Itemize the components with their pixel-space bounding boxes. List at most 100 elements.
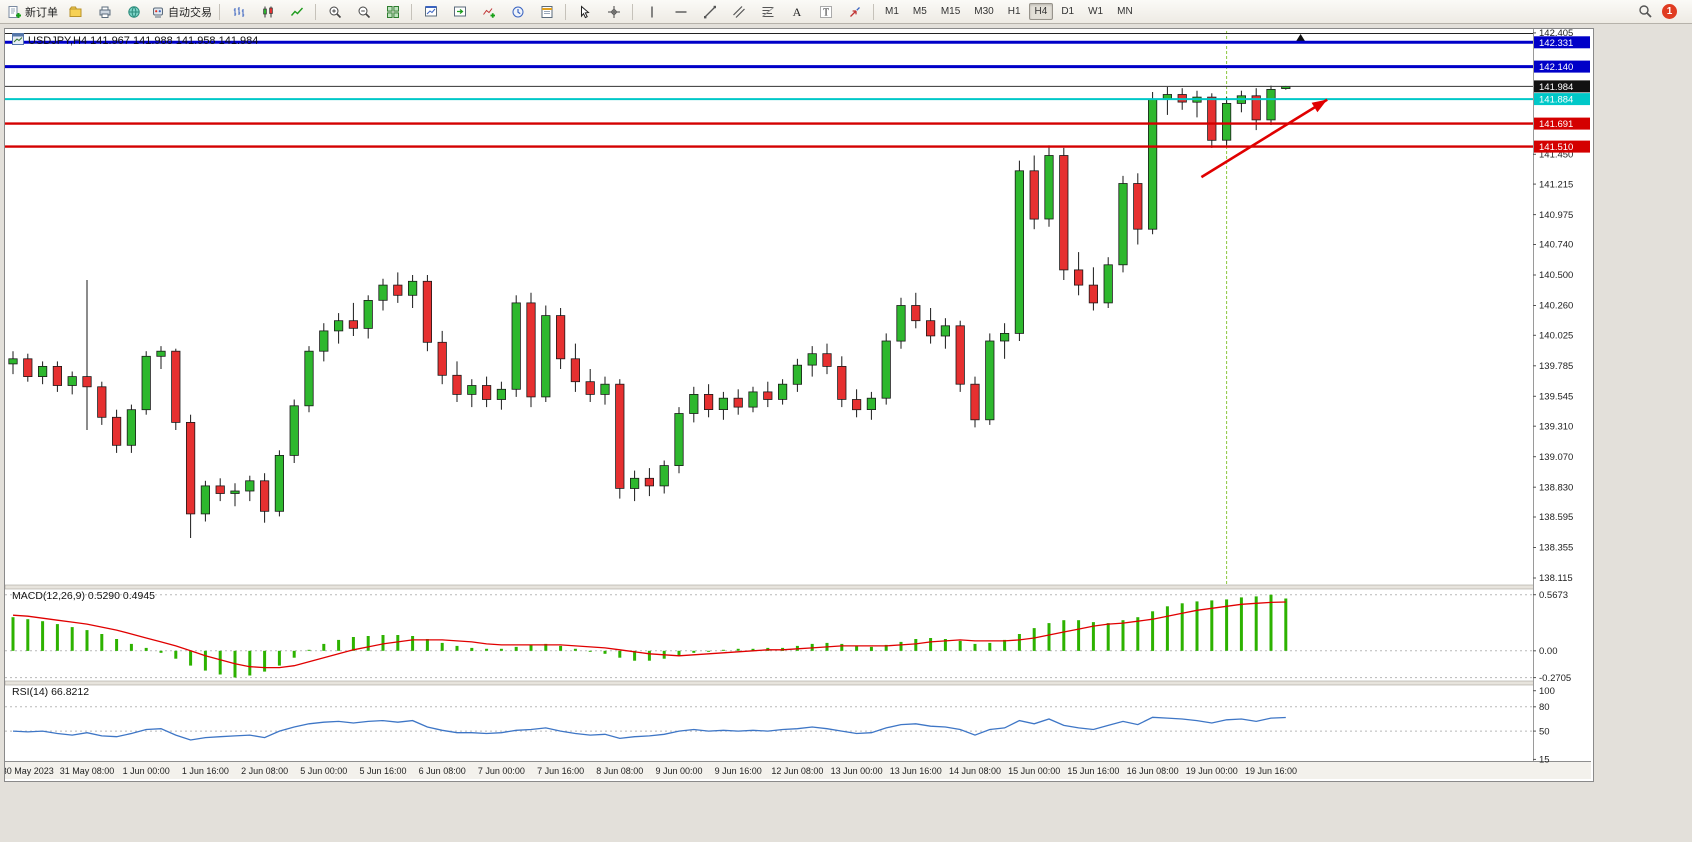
bar-chart-button[interactable] [224,1,253,23]
arrows-icon [849,6,860,17]
timeframe-M30-button[interactable]: M30 [974,6,994,17]
new-chart-button[interactable] [416,1,445,23]
rsi-axis: 100 80 50 15 [1533,686,1555,766]
macd-axis: 0.5673 0.00 -0.2705 [1533,590,1571,684]
channel-button[interactable] [724,1,753,23]
timeframe-M5-button[interactable]: M5 [912,6,927,17]
cursor-button[interactable] [570,1,599,23]
svg-text:-0.2705: -0.2705 [1539,673,1571,684]
crosshair-button[interactable] [599,1,628,23]
price-level-label: 141.884 [1534,93,1590,106]
zoom-in-icon [329,6,341,18]
level-lines[interactable] [5,40,1533,148]
clock-icon [512,6,523,17]
svg-text:15: 15 [1539,755,1550,766]
current-price-label: 141.984 [1534,80,1590,93]
svg-text:141.510: 141.510 [1539,142,1573,153]
trend-arrow-head[interactable] [1311,99,1328,113]
period-button[interactable] [503,1,532,23]
svg-text:141.884: 141.884 [1539,95,1573,106]
textA-icon: A [792,5,801,19]
timeframe-MN-button[interactable]: MN [1117,6,1133,17]
labelT-icon: T [819,5,832,18]
time-label: 19 Jun 16:00 [1245,766,1297,776]
chart-shift-button[interactable] [445,1,474,23]
horizontal-line-button[interactable] [666,1,695,23]
timeframe-W1-button[interactable]: W1 [1088,6,1104,17]
price-level-label: 142.331 [1534,36,1590,49]
search-icon[interactable] [1631,1,1660,23]
toolbar-separator [565,3,566,20]
svg-text:138.115: 138.115 [1539,573,1573,584]
toolbar-separator [873,3,874,20]
candles-icon [262,6,273,17]
folder-icon [68,6,81,17]
svg-text:141.450: 141.450 [1539,150,1573,161]
time-label: 19 Jun 00:00 [1186,766,1238,776]
svg-text:140.740: 140.740 [1539,240,1573,251]
new-order-button[interactable]: 新订单 [5,1,61,23]
tile-icon [386,5,399,18]
candles [8,85,1291,538]
time-label: 14 Jun 08:00 [949,766,1001,776]
time-label: 13 Jun 16:00 [890,766,942,776]
vertical-line-button[interactable] [637,1,666,23]
templates-button[interactable] [532,1,561,23]
timeframe-M1-button[interactable]: M1 [885,6,899,17]
zoom-out-icon [358,6,370,18]
zoom-out-button[interactable] [349,1,378,23]
profiles-button[interactable] [61,1,90,23]
timeframe-M15-button[interactable]: M15 [940,6,961,17]
trend-arrow-line[interactable] [1200,98,1328,179]
time-label: 31 May 08:00 [60,766,115,776]
chart-window: 142.405 141.450 141.215 140.975 140.740 140.5… [4,28,1594,782]
timeframe-H4-button[interactable]: H4 [1028,3,1054,20]
candlestick-chart-button[interactable] [253,1,282,23]
time-label: 12 Jun 08:00 [771,766,823,776]
navigator-button[interactable] [119,1,148,23]
toolbar-separator [411,3,412,20]
svg-text:139.070: 139.070 [1539,452,1573,463]
toolbar: 新订单 自动交易 A T M1 M5 M15 M30 H1 H4 D1 W1 MN 1 [0,0,1692,24]
svg-text:141.984: 141.984 [1539,82,1573,93]
svg-text:140.975: 140.975 [1539,210,1573,221]
text-button[interactable]: A [782,1,811,23]
robot-icon [153,7,163,17]
channel-icon [732,5,745,18]
svg-text:141.691: 141.691 [1539,119,1573,130]
time-label: 7 Jun 00:00 [478,766,525,776]
new-order-button-label: 新订单 [25,6,58,19]
time-axis[interactable]: 30 May 2023 31 May 08:00 1 Jun 00:00 1 Jun … [5,766,1297,776]
print-button[interactable] [90,1,119,23]
price-axis[interactable]: 142.405 141.450 141.215 140.975 140.740 140.5… [1533,29,1573,584]
svg-text:141.215: 141.215 [1539,179,1573,190]
svg-text:140.025: 140.025 [1539,331,1573,342]
trendline-button[interactable] [695,1,724,23]
chart-canvas[interactable]: 142.405 141.450 141.215 140.975 140.740 140.5… [5,29,1591,779]
time-label: 9 Jun 00:00 [655,766,702,776]
time-label: 1 Jun 16:00 [182,766,229,776]
fibo-icon [761,6,774,17]
notification-badge[interactable]: 1 [1662,4,1677,19]
toolbar-separator [315,3,316,20]
label-button[interactable]: T [811,1,840,23]
indicators-button[interactable] [474,1,503,23]
arrows-button[interactable] [840,1,869,23]
svg-text:138.830: 138.830 [1539,482,1573,493]
time-label: 5 Jun 16:00 [359,766,406,776]
line-icon [290,7,303,16]
timeframe-H1-button[interactable]: H1 [1007,6,1021,17]
time-label: 15 Jun 16:00 [1067,766,1119,776]
time-label: 7 Jun 16:00 [537,766,584,776]
tile-windows-button[interactable] [378,1,407,23]
line-chart-button[interactable] [282,1,311,23]
svg-text:140.500: 140.500 [1539,270,1573,281]
auto-trading-button[interactable]: 自动交易 [148,1,215,23]
top-marker-arrow[interactable] [1295,34,1306,42]
timeframe-D1-button[interactable]: D1 [1061,6,1075,17]
fibonacci-button[interactable] [753,1,782,23]
svg-text:138.595: 138.595 [1539,512,1573,523]
zoom-in-button[interactable] [320,1,349,23]
price-level-label: 141.510 [1534,140,1590,153]
toolbar-separator [219,3,220,20]
